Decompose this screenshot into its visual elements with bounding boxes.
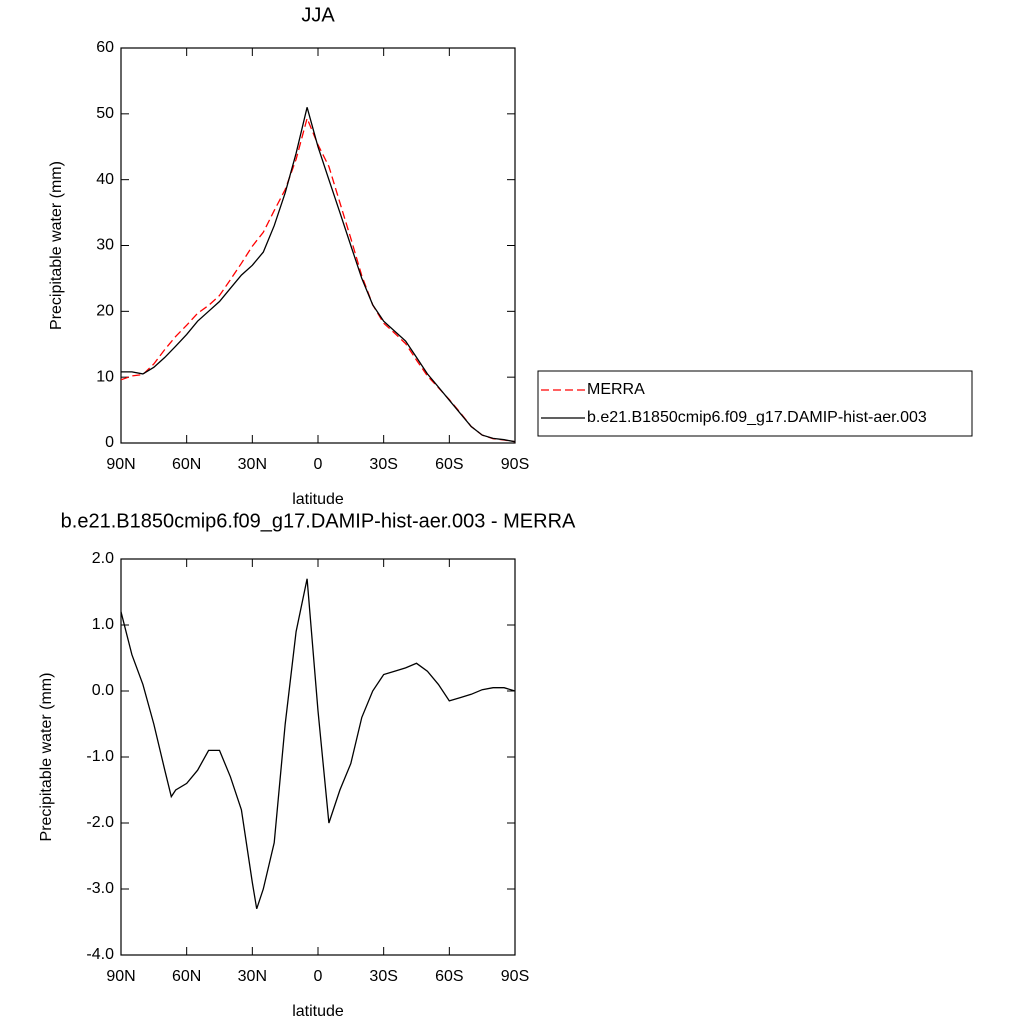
y-tick-label: 10 — [96, 368, 114, 385]
x-axis-label: latitude — [292, 491, 344, 508]
x-tick-label: 90S — [501, 456, 529, 473]
y-tick-label: -4.0 — [86, 946, 114, 963]
x-tick-label: 30S — [369, 968, 397, 985]
chart-title: b.e21.B1850cmip6.f09_g17.DAMIP-hist-aer.… — [61, 510, 576, 532]
x-tick-label: 0 — [314, 968, 323, 985]
x-tick-label: 30N — [238, 968, 267, 985]
y-tick-label: 30 — [96, 237, 114, 254]
y-tick-label: 40 — [96, 171, 114, 188]
legend-label: b.e21.B1850cmip6.f09_g17.DAMIP-hist-aer.… — [587, 409, 927, 426]
y-tick-label: -1.0 — [86, 748, 114, 765]
x-tick-label: 90S — [501, 968, 529, 985]
y-tick-label: -3.0 — [86, 880, 114, 897]
x-tick-label: 60S — [435, 968, 463, 985]
legend-label: MERRA — [587, 381, 645, 398]
x-tick-label: 30S — [369, 456, 397, 473]
x-tick-label: 90N — [106, 968, 135, 985]
x-tick-label: 30N — [238, 456, 267, 473]
y-tick-label: 20 — [96, 303, 114, 320]
legend: MERRA b.e21.B1850cmip6.f09_g17.DAMIP-hist… — [537, 370, 973, 437]
data-line — [120, 578, 516, 910]
y-tick-label: 60 — [96, 39, 114, 56]
data-line — [120, 116, 516, 443]
plot-frame — [120, 558, 516, 956]
y-tick-label: 2.0 — [92, 550, 114, 567]
legend-box — [537, 370, 973, 437]
chart-title: JJA — [301, 4, 335, 26]
y-tick-label: 50 — [96, 105, 114, 122]
x-tick-label: 60N — [172, 968, 201, 985]
y-tick-label: -2.0 — [86, 814, 114, 831]
x-tick-label: 60S — [435, 456, 463, 473]
x-tick-label: 90N — [106, 456, 135, 473]
y-tick-label: 0 — [105, 434, 114, 451]
y-tick-label: 0.0 — [92, 682, 114, 699]
x-tick-label: 60N — [172, 456, 201, 473]
x-axis-label: latitude — [292, 1003, 344, 1020]
y-axis-label: Precipitable water (mm) — [38, 673, 55, 842]
data-line — [121, 107, 516, 443]
y-tick-label: 1.0 — [92, 616, 114, 633]
x-tick-label: 0 — [314, 456, 323, 473]
plot-frame — [120, 47, 516, 444]
y-axis-label: Precipitable water (mm) — [48, 161, 65, 330]
